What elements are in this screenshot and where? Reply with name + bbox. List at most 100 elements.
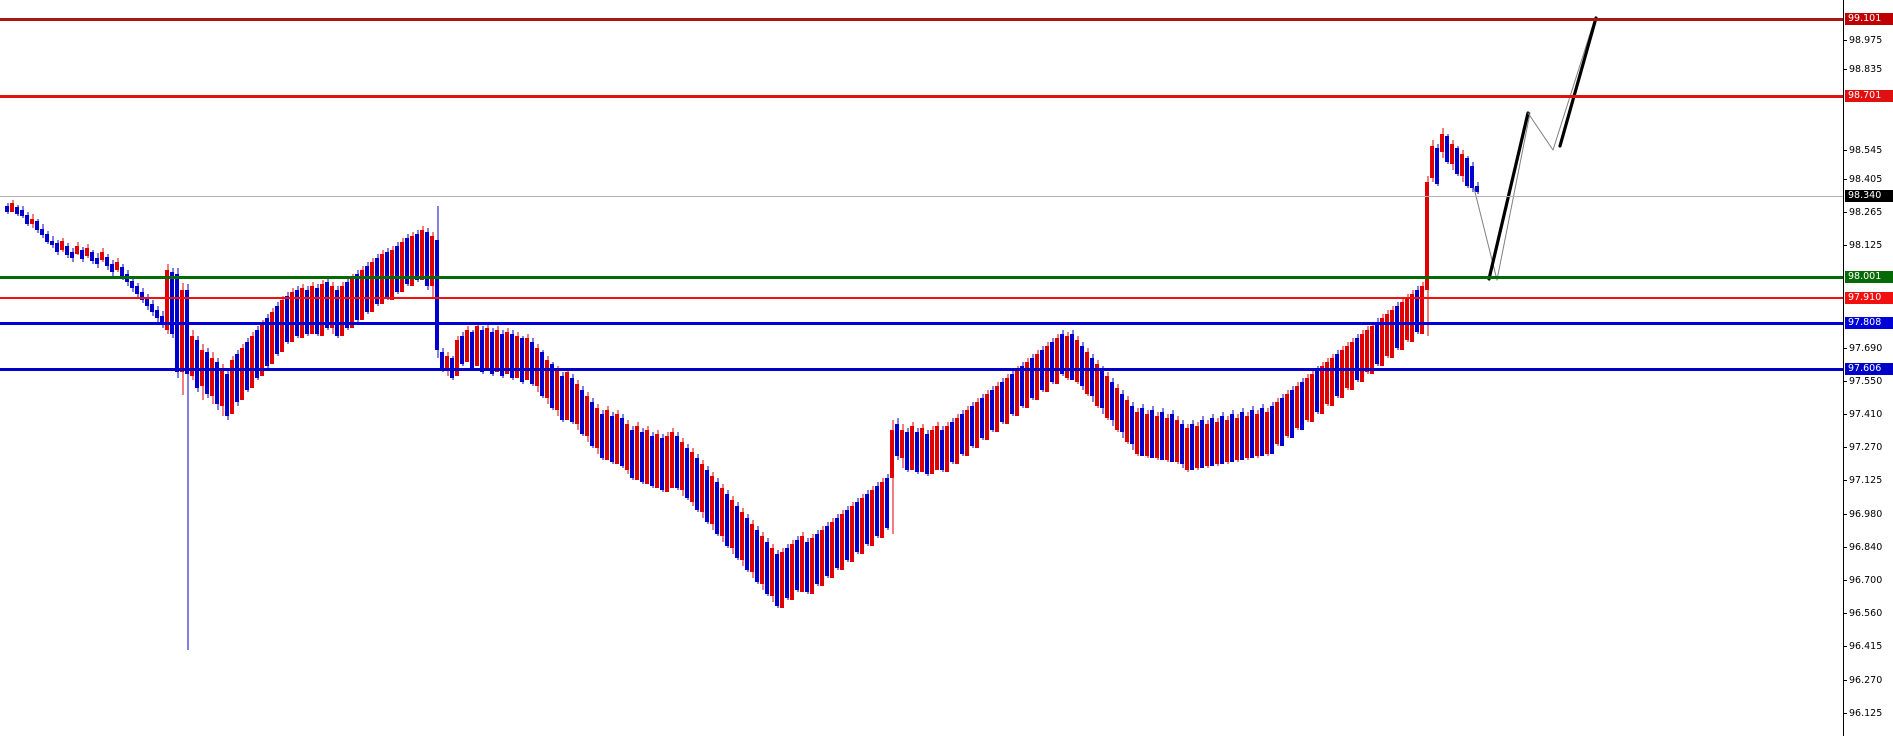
candlestick	[1315, 366, 1319, 414]
last-price-98-340-badge[interactable]: 98.340	[1845, 190, 1893, 202]
candlestick	[310, 282, 314, 334]
tick-mark-icon	[1844, 480, 1847, 481]
resistance-99-101-badge[interactable]: 99.101	[1845, 13, 1893, 25]
candlestick	[290, 288, 294, 342]
resistance-98-701-badge[interactable]: 98.701	[1845, 90, 1893, 102]
price-axis[interactable]: 98.975 98.835 98.545 98.405 98.265 98.125 97.6…	[1843, 0, 1893, 736]
candlestick	[40, 224, 44, 238]
candlestick	[1180, 420, 1184, 468]
candlestick	[1075, 336, 1079, 384]
candlestick	[370, 258, 374, 312]
candlestick	[100, 248, 104, 262]
price-tick: 97.125	[1844, 475, 1893, 486]
candlestick	[400, 238, 404, 292]
resistance-97-910[interactable]	[0, 297, 1843, 299]
candlestick	[250, 332, 254, 388]
candlestick	[1300, 378, 1304, 430]
candlestick	[815, 530, 819, 586]
candlestick	[955, 414, 959, 464]
candlestick	[70, 248, 74, 262]
tick-mark-icon	[1844, 414, 1847, 415]
candlestick	[135, 283, 139, 297]
candlestick	[620, 414, 624, 468]
candlestick	[1305, 374, 1309, 422]
chart-plot-area[interactable]	[0, 0, 1843, 736]
candlestick	[490, 328, 494, 376]
candlestick	[445, 352, 449, 376]
tick-mark-icon	[1844, 514, 1847, 515]
candlestick	[970, 402, 974, 448]
candlestick	[1365, 326, 1369, 374]
candlestick	[1360, 330, 1364, 382]
price-tick: 98.125	[1844, 240, 1893, 251]
candlestick	[790, 540, 794, 600]
candlestick	[730, 496, 734, 554]
resistance-98-701[interactable]	[0, 95, 1843, 98]
tick-mark-icon	[1844, 212, 1847, 213]
candlestick	[570, 374, 574, 424]
candlestick	[1230, 410, 1234, 462]
candlestick	[105, 254, 109, 270]
candlestick	[765, 538, 769, 596]
support-98-001[interactable]	[0, 276, 1843, 279]
candlestick	[390, 246, 394, 300]
candlestick	[1275, 398, 1279, 446]
candlestick	[1080, 342, 1084, 390]
candlestick	[1020, 362, 1024, 408]
level-97-606[interactable]	[0, 368, 1843, 371]
candlestick	[455, 336, 459, 376]
candlestick	[1060, 330, 1064, 376]
candlestick	[210, 352, 214, 404]
candlestick	[410, 232, 414, 286]
candlestick	[995, 382, 999, 432]
candlestick	[755, 526, 759, 584]
candlestick	[750, 520, 754, 578]
tick-mark-icon	[1844, 646, 1847, 647]
candlestick	[725, 490, 729, 548]
forecast-zigzag[interactable]	[1473, 16, 1598, 281]
candlestick	[1220, 412, 1224, 464]
tick-mark-icon	[1844, 245, 1847, 246]
resistance-99-101[interactable]	[0, 18, 1843, 21]
candlestick	[1410, 290, 1414, 342]
candlestick	[435, 206, 439, 358]
candlestick	[940, 426, 944, 472]
candlestick	[1350, 338, 1354, 390]
candlestick	[150, 300, 154, 316]
candlestick	[170, 268, 174, 338]
candlestick	[1325, 358, 1329, 406]
price-tick: 96.700	[1844, 575, 1893, 586]
candlestick	[610, 412, 614, 464]
candlestick	[520, 336, 524, 384]
candlestick	[205, 348, 209, 398]
support-98-001-badge[interactable]: 98.001	[1845, 271, 1893, 283]
candlestick	[1005, 374, 1009, 424]
level-97-606-badge[interactable]: 97.606	[1845, 363, 1893, 375]
level-97-808[interactable]	[0, 322, 1843, 325]
candlestick	[270, 308, 274, 364]
candlestick	[530, 338, 534, 386]
price-tick: 98.975	[1844, 35, 1893, 46]
candlestick	[625, 420, 629, 474]
tick-label: 96.125	[1849, 708, 1883, 719]
candlestick	[945, 422, 949, 472]
candlestick	[1110, 378, 1114, 426]
resistance-97-910-badge[interactable]: 97.910	[1845, 292, 1893, 304]
candlestick	[810, 534, 814, 594]
candlestick	[1035, 350, 1039, 400]
tick-mark-icon	[1844, 150, 1847, 151]
candlestick	[120, 264, 124, 280]
candlestick	[1445, 134, 1449, 164]
candlestick	[1385, 310, 1389, 358]
level-97-808-badge[interactable]: 97.808	[1845, 317, 1893, 329]
candlestick	[960, 410, 964, 456]
candlestick	[1175, 416, 1179, 464]
candlestick	[95, 253, 99, 268]
candlestick	[20, 206, 24, 218]
candlestick	[835, 514, 839, 570]
candlestick	[1165, 414, 1169, 462]
candlestick	[1455, 146, 1459, 176]
tick-label: 96.270	[1849, 675, 1883, 686]
last-price-98-340[interactable]	[0, 196, 1843, 197]
candlestick	[915, 428, 919, 474]
